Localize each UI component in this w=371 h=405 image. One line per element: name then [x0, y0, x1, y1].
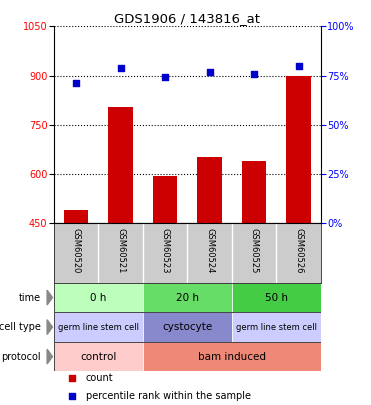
Bar — [143, 283, 232, 312]
Text: GSM60523: GSM60523 — [161, 228, 170, 273]
Point — [73, 80, 79, 87]
Text: percentile rank within the sample: percentile rank within the sample — [86, 391, 251, 401]
Bar — [153, 175, 177, 223]
Text: 50 h: 50 h — [265, 292, 288, 303]
Bar — [232, 283, 321, 312]
Bar — [143, 312, 232, 342]
Bar — [64, 210, 88, 223]
Polygon shape — [47, 290, 52, 305]
Bar — [54, 312, 143, 342]
Text: germ line stem cell: germ line stem cell — [236, 323, 317, 332]
Bar — [242, 161, 266, 223]
Text: protocol: protocol — [1, 352, 40, 362]
Bar — [232, 312, 321, 342]
Text: count: count — [86, 373, 114, 383]
Text: GSM60526: GSM60526 — [294, 228, 303, 273]
Text: control: control — [80, 352, 116, 362]
Point — [69, 393, 75, 399]
Text: GSM60524: GSM60524 — [205, 228, 214, 273]
Bar — [108, 107, 133, 223]
Point — [207, 68, 213, 75]
Polygon shape — [47, 349, 52, 364]
Text: bam induced: bam induced — [198, 352, 266, 362]
Bar — [54, 283, 143, 312]
Text: GSM60521: GSM60521 — [116, 228, 125, 273]
Point — [118, 64, 124, 71]
Title: GDS1906 / 143816_at: GDS1906 / 143816_at — [114, 12, 260, 25]
Point — [162, 74, 168, 81]
Bar — [54, 342, 143, 371]
Text: cell type: cell type — [0, 322, 40, 332]
Bar — [286, 75, 311, 223]
Text: GSM60520: GSM60520 — [72, 228, 81, 273]
Bar — [143, 342, 321, 371]
Text: time: time — [18, 292, 40, 303]
Point — [296, 62, 302, 69]
Text: cystocyte: cystocyte — [162, 322, 213, 332]
Polygon shape — [47, 320, 52, 335]
Text: 0 h: 0 h — [90, 292, 106, 303]
Text: germ line stem cell: germ line stem cell — [58, 323, 139, 332]
Point — [69, 375, 75, 382]
Point — [251, 70, 257, 77]
Text: 20 h: 20 h — [176, 292, 199, 303]
Bar — [197, 158, 222, 223]
Text: GSM60525: GSM60525 — [250, 228, 259, 273]
